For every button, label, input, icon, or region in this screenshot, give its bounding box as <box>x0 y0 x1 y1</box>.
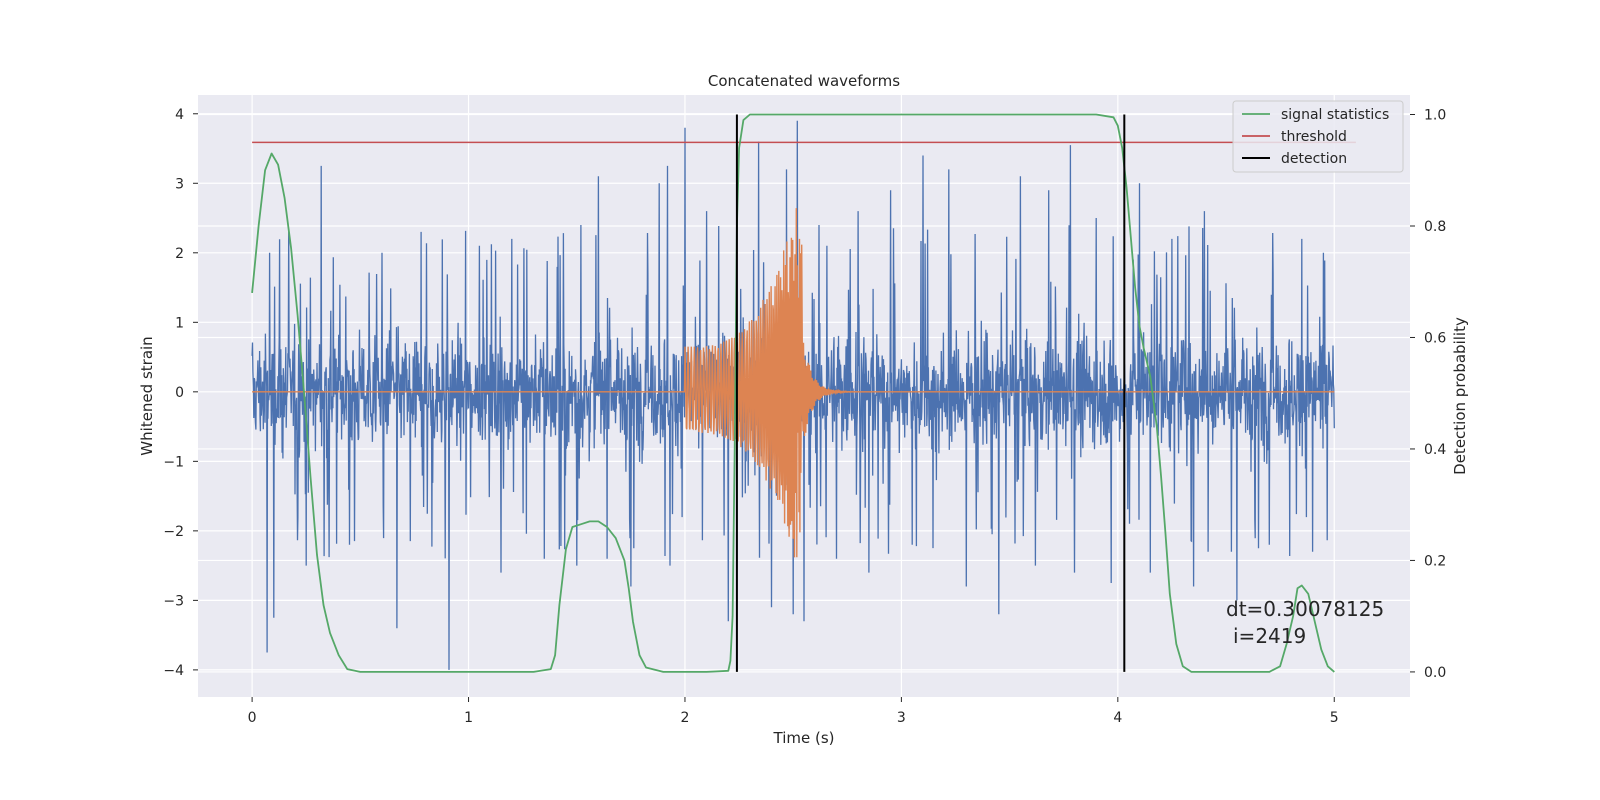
legend-box <box>1232 100 1404 173</box>
signal-statistics-series <box>251 113 1335 673</box>
strain-series <box>251 120 1335 670</box>
x-tick-label-2: 2 <box>681 710 690 726</box>
injection-series <box>252 208 1335 558</box>
y-right-tick-label-3: 0.6 <box>1424 330 1446 346</box>
legend-label-signal-statistics: signal statistics <box>1281 107 1389 123</box>
annotation-dt: dt=0.30078125 <box>1226 597 1384 621</box>
injection-line <box>252 208 1335 558</box>
x-tick-label-4: 4 <box>1113 710 1122 726</box>
legend-label-threshold: threshold <box>1281 129 1347 145</box>
y-left-tick-label-3: −1 <box>163 454 184 470</box>
x-axis-label: Time (s) <box>773 729 835 747</box>
annotation: dt=0.30078125 i=2419 <box>1226 597 1384 648</box>
y-left-tick-label-6: 2 <box>175 246 184 262</box>
y-axis-label-left: Whitened strain <box>138 336 156 455</box>
y-left-tick-label-4: 0 <box>175 385 184 401</box>
x-tick-label-3: 3 <box>897 710 906 726</box>
y-right-tick-label-2: 0.4 <box>1424 442 1446 458</box>
y-left-tick-label-5: 1 <box>175 315 184 331</box>
y-right-tick-label-5: 1.0 <box>1424 108 1446 124</box>
y-left-tick-label-0: −4 <box>163 663 184 679</box>
ticks: 0 1 2 3 4 5 −4 −3 −2 −1 0 1 2 3 4 0.0 0.2 0.4 0.6 0.8 1.0 <box>163 107 1446 726</box>
y-left-tick-label-2: −2 <box>163 524 184 540</box>
annotation-i: i=2419 <box>1233 624 1306 648</box>
detection-series <box>735 114 1126 672</box>
signal-statistics-line <box>251 113 1335 673</box>
legend: signal statistics threshold detection <box>1232 100 1404 173</box>
y-right-tick-label-4: 0.8 <box>1424 219 1446 235</box>
y-axis-label-right: Detection probability <box>1451 317 1469 475</box>
x-tick-label-1: 1 <box>464 710 473 726</box>
y-right-tick-label-1: 0.2 <box>1424 553 1446 569</box>
y-left-tick-label-8: 4 <box>175 107 184 123</box>
strain-line <box>251 120 1335 670</box>
y-left-tick-label-7: 3 <box>175 176 184 192</box>
y-right-tick-label-0: 0.0 <box>1424 665 1446 681</box>
y-left-tick-label-1: −3 <box>163 593 184 609</box>
legend-label-detection: detection <box>1281 151 1347 167</box>
x-tick-label-0: 0 <box>248 710 257 726</box>
chart-title: Concatenated waveforms <box>708 72 900 90</box>
x-tick-label-5: 5 <box>1330 710 1339 726</box>
